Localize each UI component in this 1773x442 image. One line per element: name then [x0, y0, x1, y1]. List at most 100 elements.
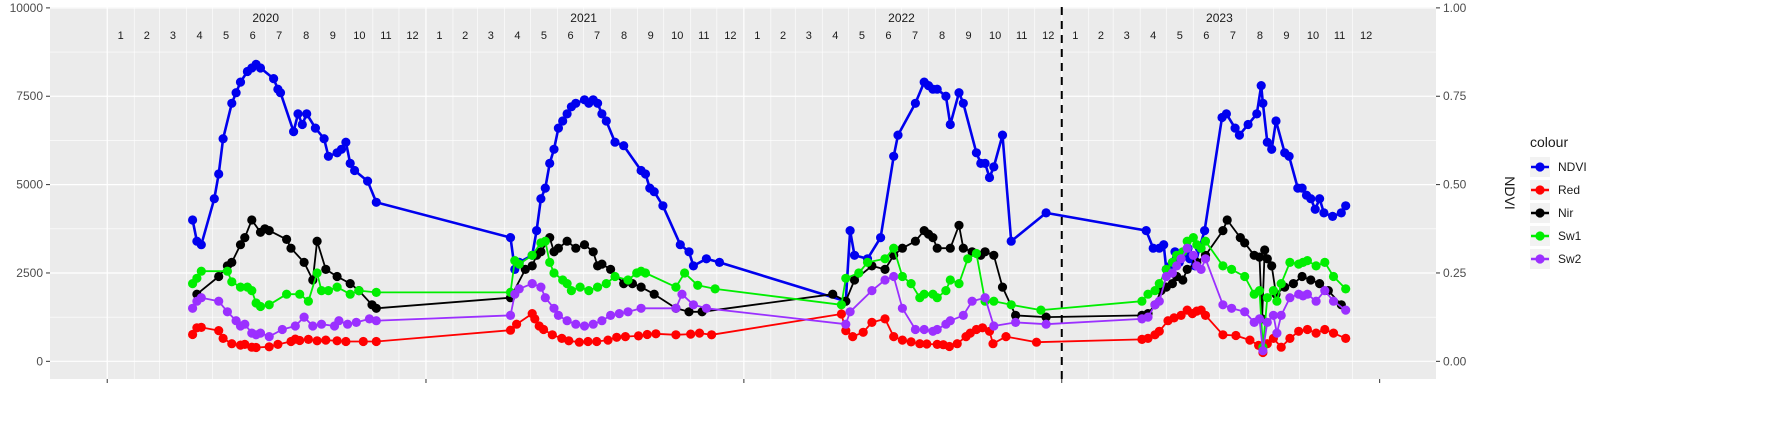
point-nir — [235, 240, 246, 250]
point-red — [988, 339, 998, 349]
point-sw2 — [1268, 310, 1278, 320]
point-ndvi — [363, 176, 373, 186]
point-sw1 — [316, 286, 327, 296]
point-ndvi — [932, 84, 942, 94]
point-sw1 — [880, 254, 890, 264]
point-sw1 — [1143, 289, 1153, 299]
point-sw1 — [971, 248, 982, 259]
month-label: 3 — [806, 30, 812, 42]
point-red — [264, 342, 274, 352]
point-sw1 — [371, 287, 381, 297]
point-nir — [897, 243, 908, 253]
point-sw1 — [989, 296, 999, 306]
point-ndvi — [997, 130, 1008, 140]
point-sw1 — [710, 284, 720, 294]
point-ndvi — [218, 134, 228, 144]
point-nir — [849, 275, 860, 285]
point-red — [897, 335, 908, 345]
point-sw1 — [354, 286, 364, 296]
month-label: 2 — [462, 30, 468, 42]
point-ndvi — [989, 162, 999, 172]
point-ndvi — [269, 74, 279, 84]
point-sw1 — [222, 266, 232, 276]
point-nir — [1297, 271, 1307, 282]
point-sw1 — [680, 268, 690, 278]
point-sw1 — [584, 286, 594, 296]
month-label: 5 — [223, 30, 229, 42]
month-label: 10 — [671, 30, 683, 42]
point-nir — [240, 233, 250, 243]
point-nir — [1240, 238, 1250, 248]
point-nir — [345, 279, 355, 289]
axis-right: 0.00 0.25 0.50 0.75 1.00 — [1436, 1, 1467, 368]
month-label: 6 — [567, 30, 573, 42]
point-sw1 — [282, 289, 292, 299]
point-sw2 — [553, 310, 564, 320]
point-red — [889, 332, 899, 342]
point-sw2 — [264, 332, 274, 342]
point-sw1 — [841, 273, 851, 283]
series-line-nir — [196, 219, 1342, 320]
point-nir — [1222, 215, 1232, 225]
point-sw2 — [597, 316, 607, 326]
point-ndvi — [297, 119, 307, 130]
point-sw1 — [1276, 279, 1286, 289]
tick-label-left: 2500 — [16, 266, 43, 280]
point-sw2 — [1011, 317, 1021, 327]
point-sw2 — [527, 279, 537, 289]
point-sw2 — [1154, 296, 1164, 306]
month-label: 12 — [406, 30, 418, 42]
point-ndvi — [876, 233, 886, 243]
point-red — [1001, 332, 1011, 342]
point-red — [977, 323, 988, 333]
point-ndvi — [1141, 226, 1151, 236]
point-ndvi — [275, 88, 286, 98]
point-sw1 — [1240, 271, 1250, 282]
point-sw2 — [308, 321, 318, 331]
point-sw1 — [514, 259, 524, 269]
point-nir — [606, 264, 616, 274]
tick-label-right: 0.25 — [1443, 266, 1467, 280]
point-sw2 — [1218, 300, 1228, 310]
point-sw1 — [623, 275, 633, 285]
point-sw1 — [1254, 286, 1265, 296]
point-red — [707, 330, 717, 340]
point-nir — [932, 243, 942, 253]
legend-label: Red — [1558, 183, 1580, 197]
point-nir — [910, 236, 921, 246]
right-axis-title: NDVI — [1502, 176, 1518, 209]
tick-label-left: 5000 — [16, 178, 43, 192]
point-sw2 — [841, 319, 851, 329]
point-red — [906, 337, 916, 347]
point-red — [686, 329, 696, 339]
point-ndvi — [196, 240, 206, 250]
point-red — [915, 339, 925, 349]
month-label: 11 — [1016, 30, 1027, 42]
point-nir — [312, 236, 322, 246]
point-nir — [1011, 310, 1021, 320]
point-nir — [332, 271, 342, 282]
point-sw2 — [932, 324, 942, 335]
point-sw1 — [345, 289, 355, 299]
point-ndvi — [1341, 201, 1351, 211]
point-red — [1328, 328, 1339, 338]
month-label: 11 — [380, 30, 391, 42]
point-red — [880, 314, 890, 324]
point-sw1 — [196, 266, 206, 276]
month-label: 6 — [1203, 30, 1209, 42]
point-red — [592, 336, 602, 347]
point-red — [295, 335, 305, 346]
point-ndvi — [1310, 204, 1320, 214]
month-label: 2 — [1098, 30, 1104, 42]
point-sw1 — [919, 289, 929, 299]
point-sw2 — [1196, 264, 1206, 274]
point-ndvi — [558, 116, 568, 126]
point-nir — [1267, 261, 1277, 271]
legend-label: Sw2 — [1558, 252, 1582, 266]
point-ndvi — [1006, 236, 1016, 246]
point-sw1 — [255, 301, 266, 312]
point-red — [1154, 326, 1164, 336]
year-labels: 2020 2021 2022 2023 — [252, 11, 1233, 25]
point-sw2 — [1302, 289, 1312, 299]
point-ndvi — [1297, 183, 1307, 193]
